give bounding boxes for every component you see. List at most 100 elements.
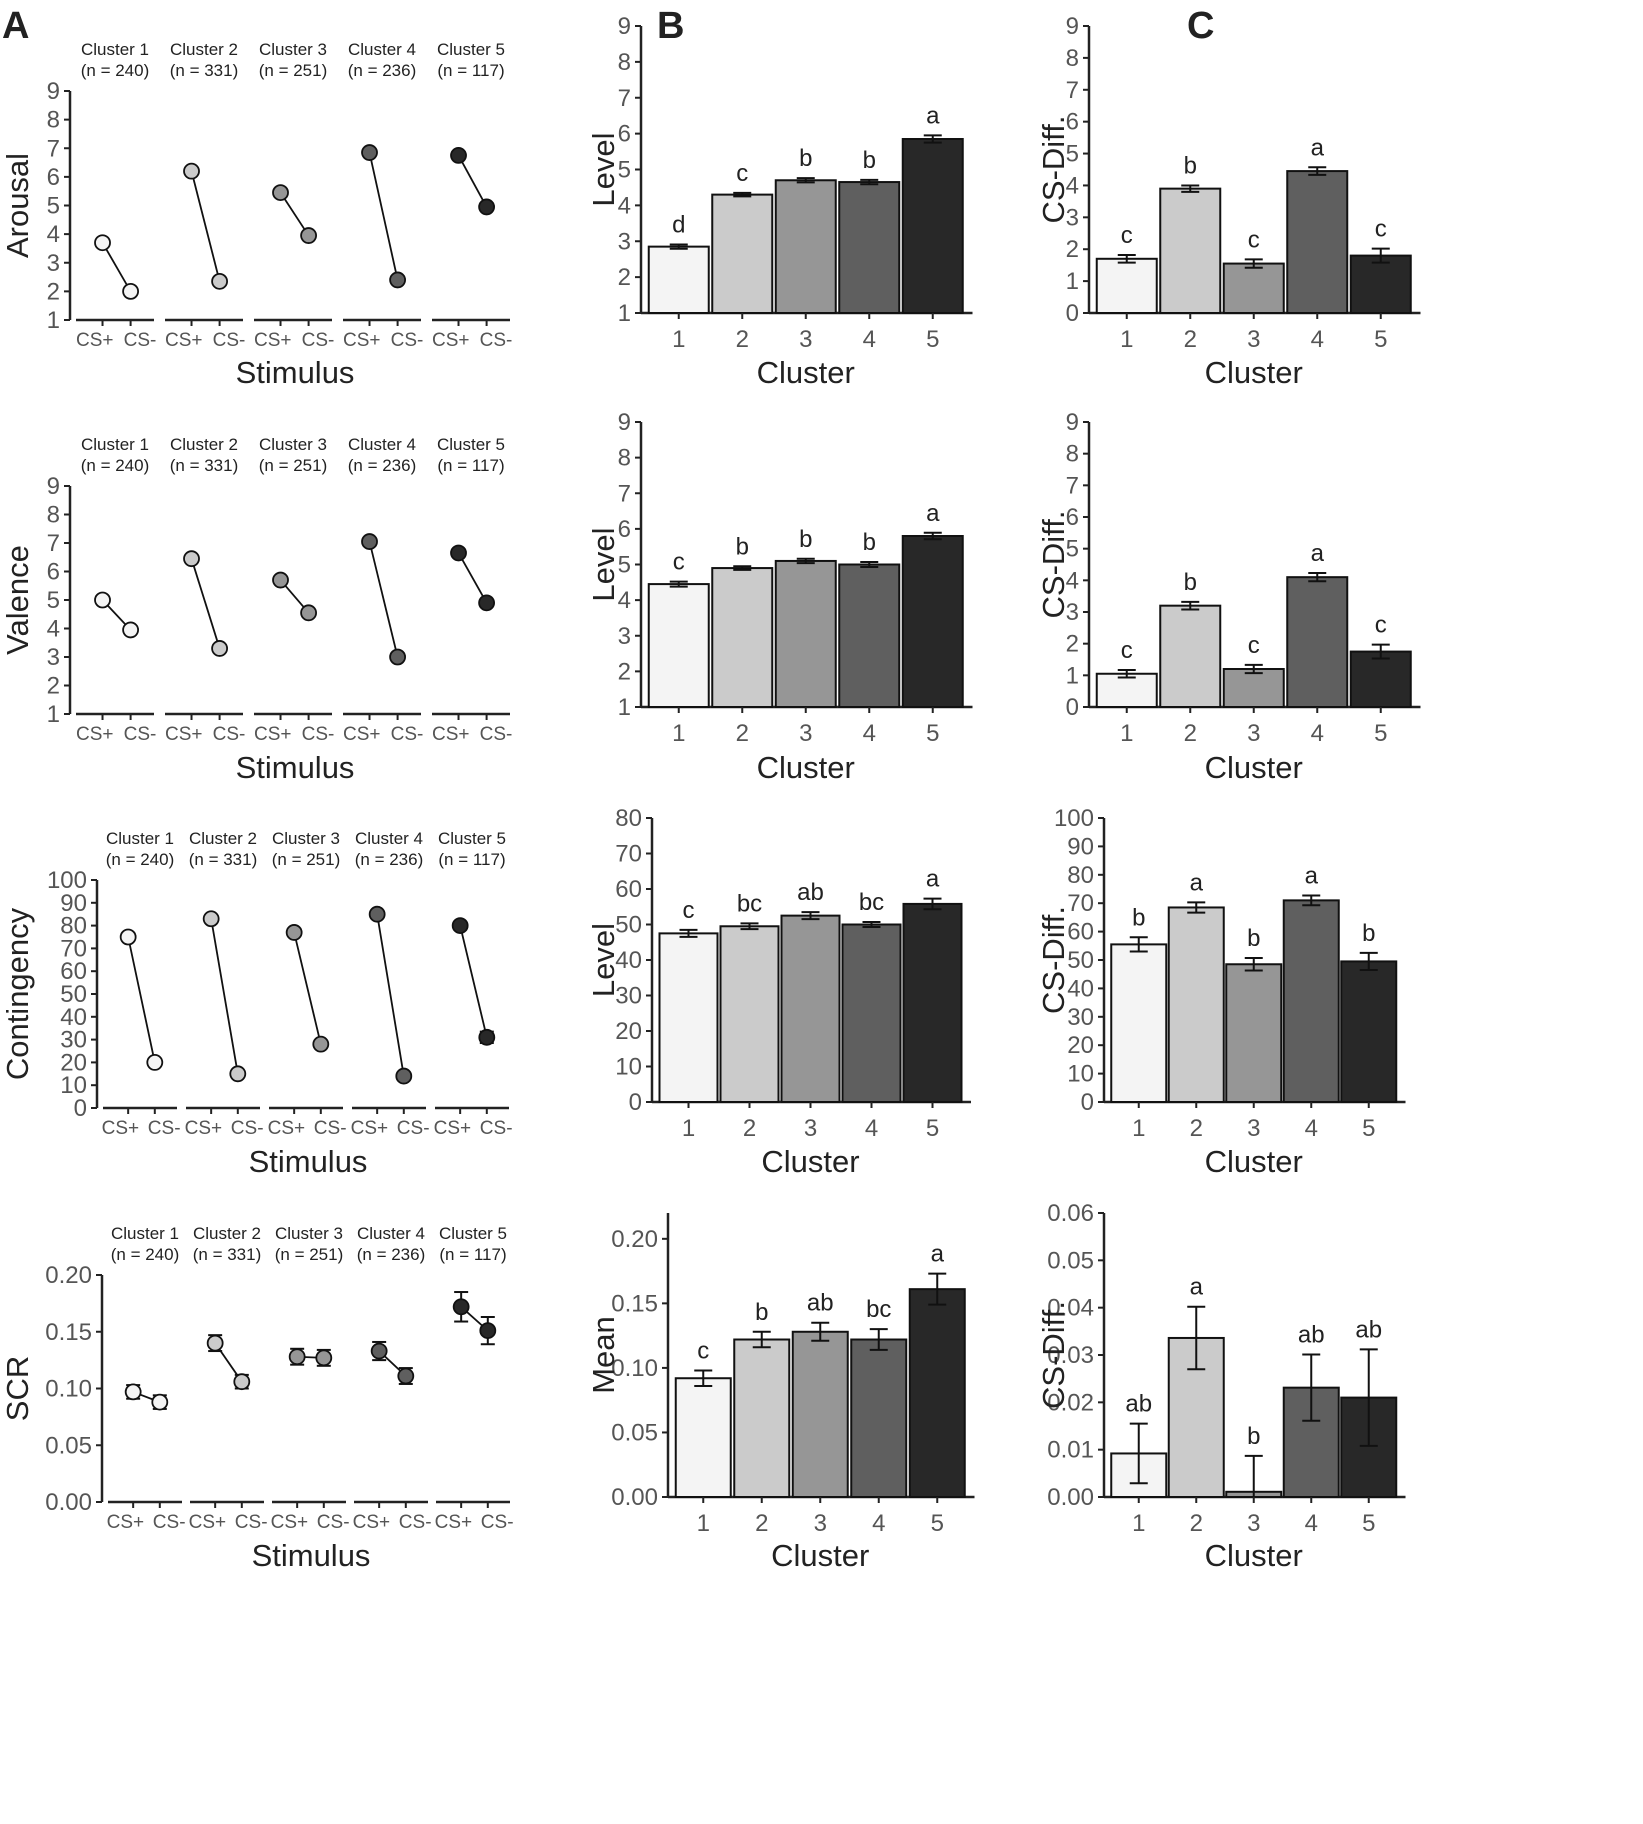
x-tick-label: CS- xyxy=(213,724,246,745)
cluster-title: Cluster 4 xyxy=(355,829,423,848)
cluster-n: (n = 117) xyxy=(439,1245,506,1264)
cluster-n: (n = 331) xyxy=(189,850,258,869)
y-tick-label: 0.05 xyxy=(611,1419,658,1446)
x-axis-label: Cluster xyxy=(1205,1538,1303,1573)
x-axis-label: Cluster xyxy=(757,355,855,390)
cluster-title: Cluster 1 xyxy=(81,435,149,454)
connector-line xyxy=(368,541,399,658)
significance-letter: a xyxy=(926,102,940,129)
cluster-n: (n = 236) xyxy=(357,1245,426,1264)
significance-letter: a xyxy=(1190,1274,1204,1301)
chart-b2: 1 2 3 4 5 6 7 8 9 Level c 1 b 2 b 3 b 4 a 5 Cluster xyxy=(586,409,973,785)
point-cs-minus xyxy=(151,1393,169,1411)
cluster-title: Cluster 3 xyxy=(272,829,340,848)
y-tick-label: 2 xyxy=(1066,236,1079,263)
bar-cluster-5 xyxy=(1349,254,1412,315)
x-tick-label: CS+ xyxy=(102,1118,140,1139)
y-tick-label: 3 xyxy=(618,228,631,255)
x-tick-label: 4 xyxy=(1305,1510,1318,1537)
point-cs-plus xyxy=(451,917,469,934)
y-tick-label: 4 xyxy=(618,587,631,614)
y-tick-label: 10 xyxy=(1067,1061,1094,1088)
y-tick-label: 1 xyxy=(47,307,60,334)
connector-line xyxy=(279,192,310,237)
bar-cluster-3 xyxy=(774,179,837,314)
x-tick-label: 1 xyxy=(1120,720,1133,747)
cluster-n: (n = 236) xyxy=(348,61,417,80)
significance-letter: bc xyxy=(859,889,884,916)
bar-cluster-5 xyxy=(1349,650,1412,708)
y-tick-label: 0.00 xyxy=(1047,1484,1094,1511)
x-tick-label: 1 xyxy=(697,1510,710,1537)
x-tick-label: CS+ xyxy=(189,1512,227,1533)
significance-letter: c xyxy=(1121,222,1133,249)
connector-line xyxy=(457,552,488,604)
y-tick-label: 5 xyxy=(47,587,60,614)
point-cs-plus xyxy=(361,144,378,161)
y-tick-label: 9 xyxy=(1066,13,1079,40)
x-tick-label: CS+ xyxy=(165,330,203,351)
cluster-n: (n = 240) xyxy=(81,61,150,80)
point-cs-plus xyxy=(452,1298,470,1316)
significance-letter: b xyxy=(863,147,876,174)
y-tick-label: 5 xyxy=(618,157,631,184)
x-axis-label: Stimulus xyxy=(249,1144,368,1179)
y-tick-label: 0.20 xyxy=(611,1226,658,1253)
y-tick-label: 80 xyxy=(615,805,642,832)
connector-line xyxy=(459,925,488,1038)
y-tick-label: 8 xyxy=(1066,45,1079,72)
point-cs-minus xyxy=(395,1067,413,1085)
point-cs-minus xyxy=(122,621,140,639)
bar-cluster-1 xyxy=(674,1377,732,1498)
cluster-title: Cluster 3 xyxy=(259,40,327,59)
x-tick-label: 5 xyxy=(1362,1510,1375,1537)
y-tick-label: 7 xyxy=(47,530,60,557)
x-tick-label: 4 xyxy=(863,326,876,353)
cluster-n: (n = 240) xyxy=(81,456,150,475)
y-tick-label: 1 xyxy=(1066,662,1079,689)
y-tick-label: 9 xyxy=(618,13,631,40)
x-tick-label: CS- xyxy=(317,1512,350,1533)
point-cs-minus xyxy=(315,1349,333,1367)
x-tick-label: 5 xyxy=(1374,720,1387,747)
cluster-title: Cluster 5 xyxy=(438,829,506,848)
x-tick-label: 1 xyxy=(1120,326,1133,353)
x-tick-label: 5 xyxy=(926,326,939,353)
significance-letter: b xyxy=(1132,904,1145,931)
significance-letter: b xyxy=(755,1299,768,1326)
significance-letter: a xyxy=(926,500,940,527)
bar-cluster-5 xyxy=(902,902,963,1103)
x-axis-label: Cluster xyxy=(1205,1144,1303,1179)
panel-letter-c: C xyxy=(1187,5,1214,47)
x-tick-label: 1 xyxy=(1132,1115,1145,1142)
significance-letter: b xyxy=(1247,925,1260,952)
connector-line xyxy=(376,914,405,1077)
significance-letter: b xyxy=(1184,152,1197,179)
point-cs-minus xyxy=(211,640,229,657)
bar-cluster-4 xyxy=(1282,899,1340,1103)
y-tick-label: 2 xyxy=(1066,631,1079,658)
y-tick-label: 20 xyxy=(1067,1032,1094,1059)
cluster-n: (n = 251) xyxy=(259,456,328,475)
x-tick-label: CS- xyxy=(213,330,246,351)
point-cs-minus xyxy=(478,198,496,216)
bar-cluster-3 xyxy=(780,914,841,1103)
x-tick-label: 5 xyxy=(1374,326,1387,353)
cluster-title: Cluster 2 xyxy=(189,829,257,848)
y-tick-label: 0.10 xyxy=(45,1376,92,1403)
cluster-n: (n = 251) xyxy=(259,61,328,80)
point-cs-plus xyxy=(183,162,200,180)
connector-line xyxy=(127,936,156,1063)
y-tick-label: 5 xyxy=(1066,141,1079,168)
cluster-title: Cluster 3 xyxy=(275,1224,343,1243)
bar-cluster-5 xyxy=(901,138,964,314)
y-tick-label: 4 xyxy=(1066,172,1079,199)
x-tick-label: 1 xyxy=(682,1115,695,1142)
point-cs-plus xyxy=(124,1383,142,1401)
y-tick-label: 8 xyxy=(47,107,60,134)
y-tick-label: 0.01 xyxy=(1047,1437,1094,1464)
bar-cluster-2 xyxy=(1159,187,1222,314)
